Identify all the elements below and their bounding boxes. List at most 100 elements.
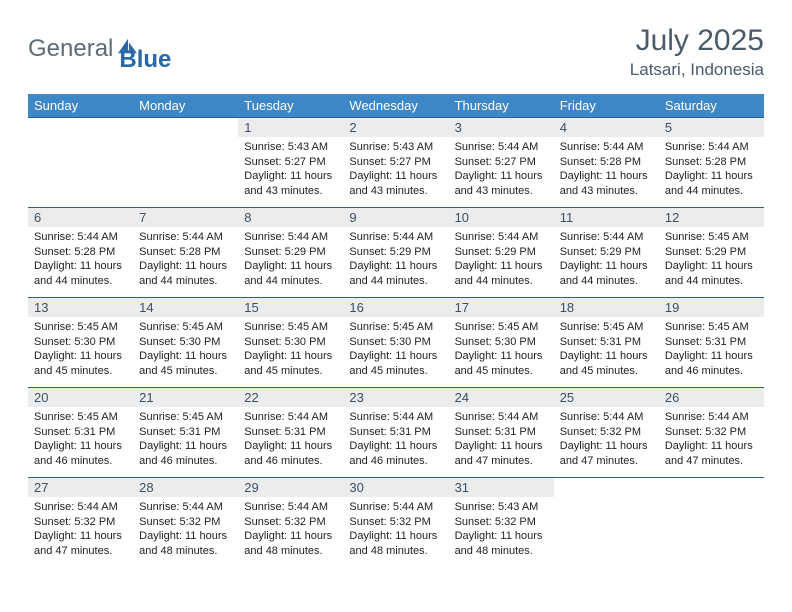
day-details: Sunrise: 5:44 AMSunset: 5:29 PMDaylight:…	[554, 227, 659, 292]
calendar-day-cell: 16Sunrise: 5:45 AMSunset: 5:30 PMDayligh…	[343, 298, 448, 388]
day-details: Sunrise: 5:45 AMSunset: 5:31 PMDaylight:…	[659, 317, 764, 382]
day-number: 23	[343, 388, 448, 407]
day-number: 10	[449, 208, 554, 227]
calendar-week-row: 1Sunrise: 5:43 AMSunset: 5:27 PMDaylight…	[28, 118, 764, 208]
calendar-day-cell: 14Sunrise: 5:45 AMSunset: 5:30 PMDayligh…	[133, 298, 238, 388]
day-number: 12	[659, 208, 764, 227]
calendar-week-row: 27Sunrise: 5:44 AMSunset: 5:32 PMDayligh…	[28, 478, 764, 568]
calendar-day-cell: 9Sunrise: 5:44 AMSunset: 5:29 PMDaylight…	[343, 208, 448, 298]
calendar-day-cell: 1Sunrise: 5:43 AMSunset: 5:27 PMDaylight…	[238, 118, 343, 208]
logo-text-general: General	[28, 35, 113, 63]
calendar-day-cell: 18Sunrise: 5:45 AMSunset: 5:31 PMDayligh…	[554, 298, 659, 388]
day-number: 19	[659, 298, 764, 317]
day-number: 27	[28, 478, 133, 497]
day-number: 11	[554, 208, 659, 227]
calendar-day-cell: 20Sunrise: 5:45 AMSunset: 5:31 PMDayligh…	[28, 388, 133, 478]
day-details: Sunrise: 5:44 AMSunset: 5:31 PMDaylight:…	[343, 407, 448, 472]
calendar-day-cell: 8Sunrise: 5:44 AMSunset: 5:29 PMDaylight…	[238, 208, 343, 298]
calendar-empty-cell	[133, 118, 238, 208]
day-details: Sunrise: 5:44 AMSunset: 5:28 PMDaylight:…	[554, 137, 659, 202]
weekday-header-row: SundayMondayTuesdayWednesdayThursdayFrid…	[28, 94, 764, 118]
day-number: 21	[133, 388, 238, 407]
day-details: Sunrise: 5:45 AMSunset: 5:30 PMDaylight:…	[238, 317, 343, 382]
day-number: 4	[554, 118, 659, 137]
day-number: 24	[449, 388, 554, 407]
day-number: 5	[659, 118, 764, 137]
day-details: Sunrise: 5:45 AMSunset: 5:29 PMDaylight:…	[659, 227, 764, 292]
day-details: Sunrise: 5:45 AMSunset: 5:31 PMDaylight:…	[28, 407, 133, 472]
day-number: 28	[133, 478, 238, 497]
day-details: Sunrise: 5:44 AMSunset: 5:29 PMDaylight:…	[449, 227, 554, 292]
calendar-day-cell: 7Sunrise: 5:44 AMSunset: 5:28 PMDaylight…	[133, 208, 238, 298]
day-details: Sunrise: 5:44 AMSunset: 5:32 PMDaylight:…	[238, 497, 343, 562]
calendar-week-row: 13Sunrise: 5:45 AMSunset: 5:30 PMDayligh…	[28, 298, 764, 388]
calendar-day-cell: 24Sunrise: 5:44 AMSunset: 5:31 PMDayligh…	[449, 388, 554, 478]
weekday-header: Thursday	[449, 94, 554, 118]
day-number: 17	[449, 298, 554, 317]
calendar-day-cell: 4Sunrise: 5:44 AMSunset: 5:28 PMDaylight…	[554, 118, 659, 208]
day-details: Sunrise: 5:43 AMSunset: 5:27 PMDaylight:…	[238, 137, 343, 202]
calendar-day-cell: 17Sunrise: 5:45 AMSunset: 5:30 PMDayligh…	[449, 298, 554, 388]
header: General Blue July 2025 Latsari, Indonesi…	[28, 24, 764, 80]
day-details: Sunrise: 5:45 AMSunset: 5:30 PMDaylight:…	[343, 317, 448, 382]
day-details: Sunrise: 5:44 AMSunset: 5:29 PMDaylight:…	[343, 227, 448, 292]
day-details: Sunrise: 5:44 AMSunset: 5:32 PMDaylight:…	[659, 407, 764, 472]
calendar-week-row: 6Sunrise: 5:44 AMSunset: 5:28 PMDaylight…	[28, 208, 764, 298]
day-number: 20	[28, 388, 133, 407]
day-number: 14	[133, 298, 238, 317]
day-number: 3	[449, 118, 554, 137]
calendar-day-cell: 13Sunrise: 5:45 AMSunset: 5:30 PMDayligh…	[28, 298, 133, 388]
day-number: 7	[133, 208, 238, 227]
day-number: 9	[343, 208, 448, 227]
day-number: 18	[554, 298, 659, 317]
day-number: 31	[449, 478, 554, 497]
calendar-body: 1Sunrise: 5:43 AMSunset: 5:27 PMDaylight…	[28, 118, 764, 568]
calendar-day-cell: 22Sunrise: 5:44 AMSunset: 5:31 PMDayligh…	[238, 388, 343, 478]
calendar-day-cell: 30Sunrise: 5:44 AMSunset: 5:32 PMDayligh…	[343, 478, 448, 568]
calendar-empty-cell	[554, 478, 659, 568]
calendar-day-cell: 12Sunrise: 5:45 AMSunset: 5:29 PMDayligh…	[659, 208, 764, 298]
calendar-day-cell: 29Sunrise: 5:44 AMSunset: 5:32 PMDayligh…	[238, 478, 343, 568]
calendar-day-cell: 23Sunrise: 5:44 AMSunset: 5:31 PMDayligh…	[343, 388, 448, 478]
day-number: 2	[343, 118, 448, 137]
day-details: Sunrise: 5:44 AMSunset: 5:28 PMDaylight:…	[133, 227, 238, 292]
weekday-header: Sunday	[28, 94, 133, 118]
day-details: Sunrise: 5:45 AMSunset: 5:30 PMDaylight:…	[28, 317, 133, 382]
calendar-day-cell: 15Sunrise: 5:45 AMSunset: 5:30 PMDayligh…	[238, 298, 343, 388]
calendar-day-cell: 21Sunrise: 5:45 AMSunset: 5:31 PMDayligh…	[133, 388, 238, 478]
calendar-day-cell: 26Sunrise: 5:44 AMSunset: 5:32 PMDayligh…	[659, 388, 764, 478]
day-details: Sunrise: 5:43 AMSunset: 5:27 PMDaylight:…	[343, 137, 448, 202]
day-number: 6	[28, 208, 133, 227]
calendar-day-cell: 19Sunrise: 5:45 AMSunset: 5:31 PMDayligh…	[659, 298, 764, 388]
weekday-header: Friday	[554, 94, 659, 118]
calendar-week-row: 20Sunrise: 5:45 AMSunset: 5:31 PMDayligh…	[28, 388, 764, 478]
day-details: Sunrise: 5:45 AMSunset: 5:31 PMDaylight:…	[133, 407, 238, 472]
calendar-day-cell: 6Sunrise: 5:44 AMSunset: 5:28 PMDaylight…	[28, 208, 133, 298]
day-number: 26	[659, 388, 764, 407]
day-details: Sunrise: 5:44 AMSunset: 5:32 PMDaylight:…	[28, 497, 133, 562]
day-details: Sunrise: 5:44 AMSunset: 5:32 PMDaylight:…	[343, 497, 448, 562]
weekday-header: Wednesday	[343, 94, 448, 118]
day-number: 16	[343, 298, 448, 317]
calendar-day-cell: 5Sunrise: 5:44 AMSunset: 5:28 PMDaylight…	[659, 118, 764, 208]
day-number: 13	[28, 298, 133, 317]
weekday-header: Tuesday	[238, 94, 343, 118]
calendar-empty-cell	[659, 478, 764, 568]
day-details: Sunrise: 5:45 AMSunset: 5:30 PMDaylight:…	[449, 317, 554, 382]
day-details: Sunrise: 5:45 AMSunset: 5:31 PMDaylight:…	[554, 317, 659, 382]
day-details: Sunrise: 5:44 AMSunset: 5:32 PMDaylight:…	[133, 497, 238, 562]
day-details: Sunrise: 5:44 AMSunset: 5:32 PMDaylight:…	[554, 407, 659, 472]
day-details: Sunrise: 5:45 AMSunset: 5:30 PMDaylight:…	[133, 317, 238, 382]
calendar-day-cell: 11Sunrise: 5:44 AMSunset: 5:29 PMDayligh…	[554, 208, 659, 298]
calendar-day-cell: 25Sunrise: 5:44 AMSunset: 5:32 PMDayligh…	[554, 388, 659, 478]
logo-text-blue: Blue	[119, 46, 171, 74]
day-number: 29	[238, 478, 343, 497]
day-details: Sunrise: 5:43 AMSunset: 5:32 PMDaylight:…	[449, 497, 554, 562]
day-number: 15	[238, 298, 343, 317]
logo: General Blue	[28, 24, 171, 74]
calendar-table: SundayMondayTuesdayWednesdayThursdayFrid…	[28, 94, 764, 568]
calendar-day-cell: 10Sunrise: 5:44 AMSunset: 5:29 PMDayligh…	[449, 208, 554, 298]
calendar-day-cell: 27Sunrise: 5:44 AMSunset: 5:32 PMDayligh…	[28, 478, 133, 568]
month-title: July 2025	[630, 24, 764, 58]
location-label: Latsari, Indonesia	[630, 60, 764, 80]
